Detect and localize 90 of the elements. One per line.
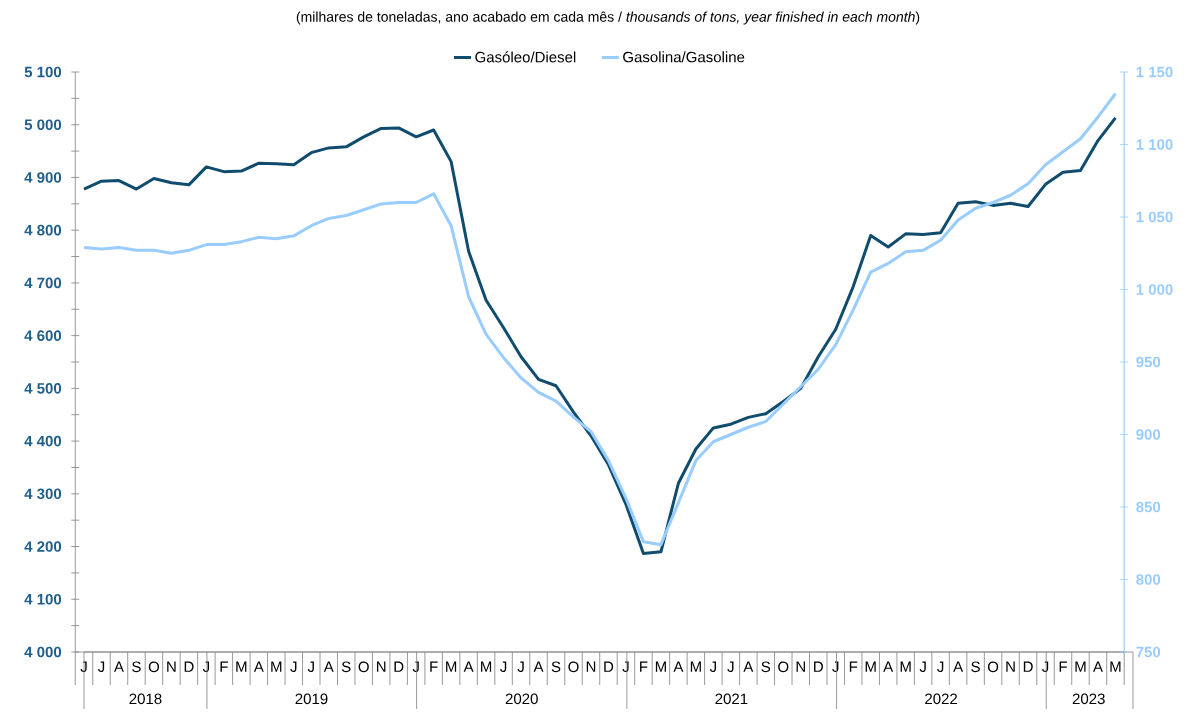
x-tick-label: A	[323, 661, 334, 672]
y2-tick-label: 1 100	[1136, 139, 1173, 150]
x-tick-label: O	[358, 661, 369, 673]
x-tick-label: O	[568, 661, 579, 673]
x-tick-label: J	[412, 661, 419, 672]
x-tick-label: S	[551, 661, 561, 673]
x-tick-label: M	[1110, 661, 1121, 672]
y2-tick-label: 950	[1136, 356, 1161, 368]
x-tick-label: S	[132, 661, 141, 673]
x-tick-label: N	[377, 661, 386, 672]
y-tick-label: 4 600	[24, 330, 62, 341]
x2-tick-label: 2018	[129, 693, 162, 705]
y2-tick-label: 850	[1136, 501, 1161, 513]
x-tick-label: J	[832, 661, 839, 672]
x-tick-label: A	[673, 661, 684, 672]
x-tick-label: J	[80, 661, 87, 672]
y-tick-label: 4 900	[24, 172, 62, 183]
x-tick-label: M	[271, 661, 282, 672]
x-tick-label: S	[341, 661, 351, 673]
x-tick-label: N	[796, 661, 805, 672]
x-tick-label: A	[253, 661, 264, 672]
x-tick-label: J	[709, 661, 716, 672]
y-tick-label: 4 300	[24, 488, 62, 500]
y2-tick-label: 900	[1136, 429, 1161, 440]
x-tick-label: J	[1042, 661, 1049, 672]
x-tick-label: M	[655, 661, 666, 672]
x-tick-label: N	[586, 661, 596, 672]
y2-tick-label: 800	[1136, 574, 1161, 585]
x-tick-label: A	[883, 661, 894, 672]
y-tick-label: 5 000	[24, 119, 62, 131]
x-tick-label: J	[97, 661, 105, 672]
x-tick-label: J	[290, 661, 297, 672]
y-tick-label: 4 400	[24, 435, 62, 447]
x-tick-label: A	[113, 661, 124, 672]
y2-tick-label: 1 000	[1136, 284, 1173, 295]
x-tick-label: M	[690, 661, 701, 672]
y-tick-label: 4 800	[24, 224, 62, 236]
x-tick-label: S	[761, 661, 771, 673]
x-tick-label: F	[1059, 661, 1067, 672]
x2-tick-label: 2022	[925, 693, 958, 705]
x-tick-label: M	[1075, 661, 1086, 672]
x2-tick-label: 2019	[295, 693, 328, 705]
x-tick-label: J	[307, 661, 314, 672]
x-tick-label: O	[987, 661, 999, 673]
x-tick-label: O	[778, 661, 789, 673]
x-tick-label: A	[463, 661, 474, 672]
x2-tick-label: 2023	[1072, 693, 1105, 705]
x-tick-label: D	[184, 661, 194, 672]
y-tick-label: 4 500	[24, 383, 62, 394]
y2-tick-label: 750	[1136, 646, 1161, 658]
x-tick-label: A	[953, 661, 964, 672]
x-tick-label: D	[814, 661, 823, 672]
x-tick-label: F	[640, 661, 648, 672]
x-tick-label: J	[937, 661, 944, 672]
x-tick-label: F	[430, 661, 438, 672]
y-tick-label: 4 100	[24, 593, 62, 605]
x-tick-label: J	[919, 661, 926, 672]
chart-title: (milhares de toneladas, ano acabado em cada mês / thousands of tons, year finished in each month)	[296, 11, 920, 25]
x-tick-label: N	[1006, 661, 1015, 672]
x-tick-label: J	[622, 661, 629, 672]
x-tick-label: M	[236, 661, 247, 672]
x-tick-label: A	[533, 661, 544, 672]
x-tick-label: F	[849, 661, 858, 672]
y2-tick-label: 1 050	[1136, 211, 1173, 223]
x-tick-label: D	[1023, 661, 1033, 672]
x-tick-label: M	[446, 661, 457, 672]
x-tick-label: A	[1092, 661, 1103, 672]
x-tick-label: A	[743, 661, 754, 672]
y2-tick-label: 1 150	[1136, 66, 1173, 78]
y-tick-label: 4 700	[24, 277, 62, 289]
x-tick-label: J	[202, 661, 210, 672]
x-tick-label: N	[167, 661, 176, 672]
x-tick-label: J	[727, 661, 734, 672]
y-tick-label: 5 100	[24, 66, 62, 78]
x-tick-label: O	[148, 661, 160, 673]
x-tick-label: M	[481, 661, 492, 672]
legend-label: Gasolina/Gasoline	[623, 51, 745, 63]
x2-tick-label: 2020	[505, 693, 538, 705]
y-tick-label: 4 000	[24, 646, 62, 658]
x-tick-label: S	[971, 661, 980, 673]
x-tick-label: F	[220, 661, 228, 672]
x-tick-label: J	[517, 661, 524, 672]
x2-tick-label: 2021	[715, 693, 748, 705]
x-tick-label: M	[865, 661, 876, 672]
x-tick-label: D	[394, 661, 404, 672]
y-tick-label: 4 200	[24, 541, 62, 552]
legend-label: Gasóleo/Diesel	[475, 51, 576, 63]
x-tick-label: J	[500, 661, 507, 672]
x-tick-label: M	[900, 661, 911, 672]
x-tick-label: D	[604, 661, 614, 672]
